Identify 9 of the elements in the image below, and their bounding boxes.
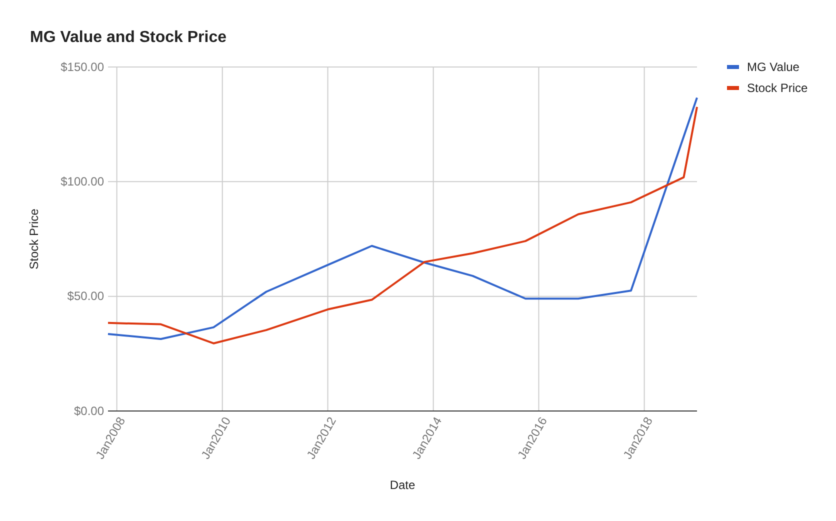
x-axis-title: Date <box>390 478 416 492</box>
y-tick-label: $0.00 <box>74 404 104 418</box>
y-axis-title: Stock Price <box>27 208 41 270</box>
y-tick-label: $50.00 <box>67 289 104 304</box>
y-tick-label: $100.00 <box>60 174 104 189</box>
y-tick-label: $150.00 <box>60 60 104 74</box>
legend-label: Stock Price <box>747 81 808 95</box>
chart-title: MG Value and Stock Price <box>30 29 227 46</box>
legend-label: MG Value <box>747 60 800 74</box>
